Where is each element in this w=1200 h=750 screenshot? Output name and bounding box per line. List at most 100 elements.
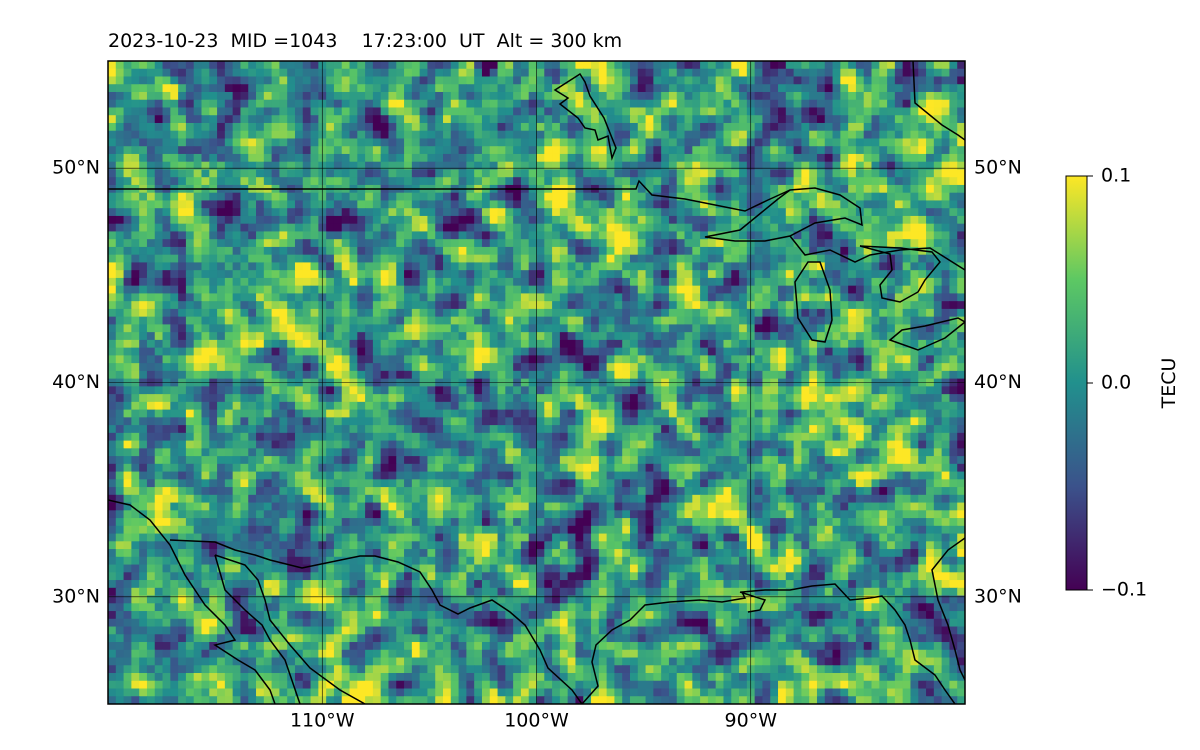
raster-cell [505,68,514,78]
raster-cell [139,68,148,78]
raster-cell [762,277,771,287]
raster-cell [279,231,288,240]
raster-cell [645,262,654,271]
raster-cell [131,215,140,225]
raster-cell [770,401,779,411]
raster-cell [762,270,771,279]
raster-cell [146,401,156,411]
raster-cell [918,138,927,147]
raster-cell [941,192,951,202]
raster-cell [170,99,179,109]
raster-cell [840,386,849,395]
raster-cell [778,115,787,124]
raster-cell [302,316,312,325]
raster-cell [887,61,896,70]
raster-cell [115,169,125,178]
raster-cell [910,99,919,109]
raster-cell [505,107,514,116]
raster-cell [248,409,257,418]
raster-cell [575,378,584,387]
raster-cell [404,277,413,287]
raster-cell [466,161,475,171]
raster-cell [357,301,366,310]
raster-cell [622,355,631,364]
raster-cell [108,138,117,147]
raster-cell [902,91,912,101]
raster-cell [731,401,740,411]
raster-cell [785,324,795,333]
raster-cell [154,401,164,411]
raster-cell [427,61,436,70]
raster-cell [661,270,670,279]
raster-cell [575,285,584,295]
raster-cell [193,308,203,318]
raster-cell [302,270,312,279]
raster-cell [879,324,888,333]
raster-cell [770,61,779,70]
raster-cell [575,355,584,364]
raster-cell [513,254,522,264]
raster-cell [949,262,958,271]
raster-cell [209,138,218,147]
raster-cell [474,246,483,256]
raster-cell [162,285,171,295]
raster-cell [661,370,670,380]
raster-cell [248,231,257,240]
raster-cell [372,355,382,364]
raster-cell [365,223,374,233]
raster-cell [614,394,623,403]
raster-cell [193,363,203,372]
raster-cell [170,107,179,116]
raster-cell [224,308,234,318]
raster-cell [326,107,335,116]
raster-cell [481,386,491,395]
raster-cell [614,161,623,171]
raster-cell [513,200,522,209]
raster-cell [957,285,965,295]
raster-cell [497,208,506,217]
raster-cell [707,370,717,380]
raster-cell [933,84,943,93]
raster-cell [949,61,958,70]
raster-cell [341,285,351,295]
raster-cell [692,231,701,240]
raster-cell [435,386,444,395]
raster-cell [349,84,358,93]
raster-cell [778,378,787,387]
raster-cell [450,332,460,341]
raster-cell [809,130,818,140]
raster-cell [224,146,234,155]
raster-cell [816,138,826,147]
raster-cell [723,401,732,411]
raster-cell [365,153,374,163]
raster-cell [552,231,561,240]
raster-cell [520,355,530,364]
raster-cell [598,246,608,256]
raster-cell [848,130,857,140]
raster-cell [770,153,779,163]
raster-cell [770,122,779,132]
raster-cell [684,324,693,333]
raster-cell [544,332,553,341]
raster-cell [863,61,873,70]
raster-cell [614,254,623,264]
raster-cell [178,107,187,116]
raster-cell [419,177,429,186]
raster-cell [302,138,312,147]
raster-cell [146,370,156,380]
raster-cell [193,231,203,240]
raster-cell [785,394,795,403]
raster-cell [193,239,203,248]
raster-cell [832,277,841,287]
raster-cell [832,324,841,333]
raster-cell [637,355,647,364]
raster-cell [707,84,717,93]
raster-cell [785,115,795,124]
raster-cell [248,370,257,380]
raster-cell [614,61,623,70]
raster-cell [832,146,841,155]
raster-cell [209,363,218,372]
raster-cell [668,308,678,318]
raster-cell [629,91,639,101]
raster-cell [645,208,654,217]
